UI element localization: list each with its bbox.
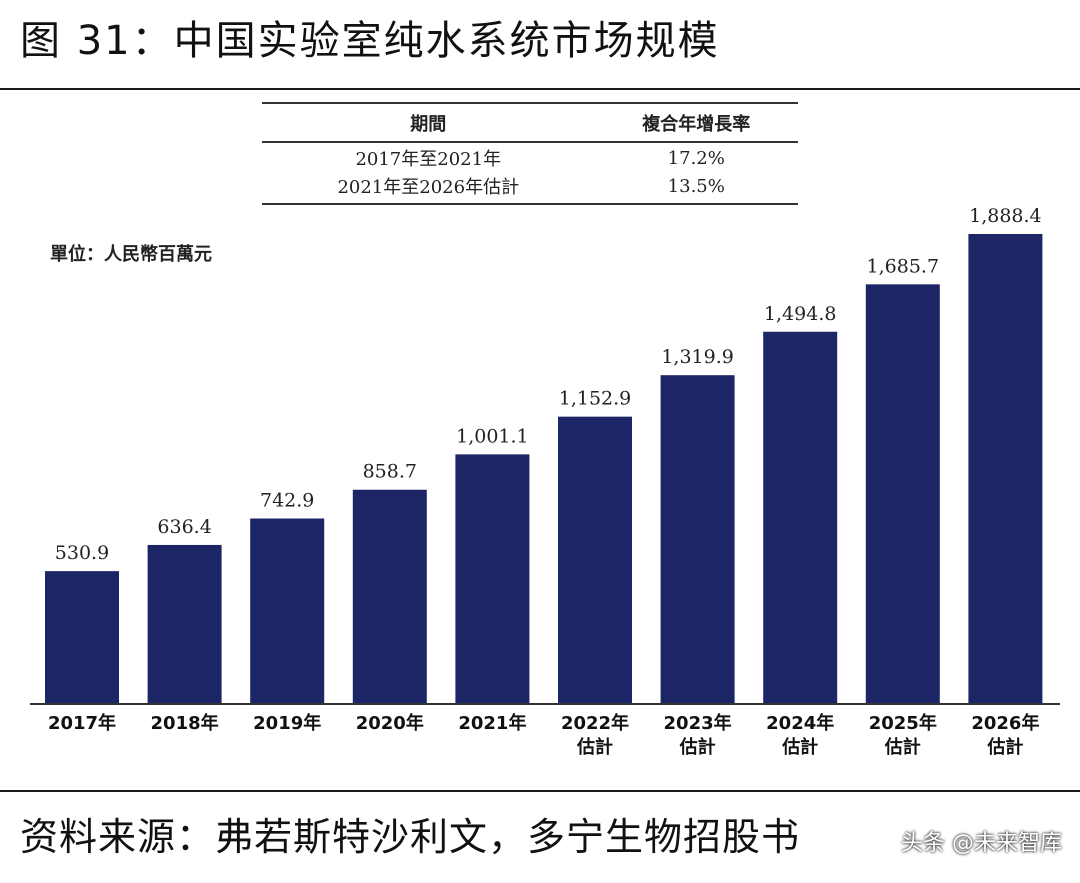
cagr-table-row: 2017年至2021年 17.2% <box>262 142 798 171</box>
bar <box>865 284 940 703</box>
cagr-period-cell: 2017年至2021年 <box>355 149 502 170</box>
chart-title: 图 31：中国实验室纯水系统市场规模 <box>20 18 720 64</box>
x-tick-label: 2019年 <box>253 712 321 734</box>
bar-value-label: 636.4 <box>157 516 211 538</box>
source-note: 资料来源：弗若斯特沙利文，多宁生物招股书 <box>20 815 801 859</box>
x-tick-label: 估計 <box>576 736 613 758</box>
x-tick-label: 估計 <box>781 736 818 758</box>
x-tick-label: 2023年 <box>664 712 732 734</box>
bar-value-label: 1,152.9 <box>559 388 632 410</box>
cagr-rate-cell: 13.5% <box>594 171 798 205</box>
x-tick-label: 2022年 <box>561 712 629 734</box>
bar-value-label: 1,494.8 <box>764 303 837 325</box>
x-tick-label: 2020年 <box>356 712 424 734</box>
bar <box>558 416 632 703</box>
bar-value-label: 858.7 <box>363 461 417 483</box>
x-tick-label: 估計 <box>986 736 1023 758</box>
bar <box>660 375 735 703</box>
bar-value-label: 742.9 <box>260 489 314 511</box>
x-tick-label: 2021年 <box>458 712 526 734</box>
x-tick-label: 2024年 <box>766 712 834 734</box>
cagr-header-period: 期間 <box>262 102 595 143</box>
bar-value-label: 1,319.9 <box>661 346 734 368</box>
x-tick-label: 2026年 <box>971 712 1039 734</box>
cagr-period-cell: 2021年至2026年估計 <box>262 171 595 205</box>
unit-label: 單位：人民幣百萬元 <box>50 244 212 265</box>
x-tick-label: 2018年 <box>151 712 219 734</box>
bottom-divider <box>0 790 1080 792</box>
bar-value-label: 1,888.4 <box>969 205 1042 227</box>
cagr-header-rate: 複合年增長率 <box>594 102 798 143</box>
top-divider <box>0 88 1080 90</box>
bar <box>968 234 1043 703</box>
cagr-table-row: 2021年至2026年估計 13.5% <box>262 171 798 205</box>
bar <box>763 331 838 703</box>
cagr-table: 期間 複合年增長率 2017年至2021年 17.2% 2021年至2026年估… <box>262 102 798 205</box>
category-label-group: 2017年 2018年 2019年 2020年 2021年 2022年估計2023年估計2… <box>48 712 1040 758</box>
cagr-rate-cell: 17.2% <box>667 147 725 169</box>
x-tick-label: 估計 <box>679 736 716 758</box>
x-tick-label: 2025年 <box>869 712 937 734</box>
bar-chart: 530.9 636.4 742.9 858.7 1,001.1 1,152.9 1,319.… <box>30 205 1060 758</box>
bar <box>45 571 119 703</box>
bar <box>455 454 530 703</box>
watermark: 头条 @未来智库 <box>901 831 1062 856</box>
bar <box>352 489 427 703</box>
x-tick-label: 估計 <box>884 736 921 758</box>
bar <box>250 518 325 703</box>
bar-group <box>45 234 1043 703</box>
bar-value-label: 1,001.1 <box>456 425 529 447</box>
bar <box>147 544 222 703</box>
x-tick-label: 2017年 <box>48 712 116 734</box>
value-label-group: 530.9 636.4 742.9 858.7 1,001.1 1,152.9 1,319.… <box>55 205 1042 564</box>
bar-value-label: 530.9 <box>55 542 109 564</box>
cagr-table-header-row: 期間 複合年增長率 <box>262 102 798 143</box>
bar-value-label: 1,685.7 <box>867 255 940 277</box>
